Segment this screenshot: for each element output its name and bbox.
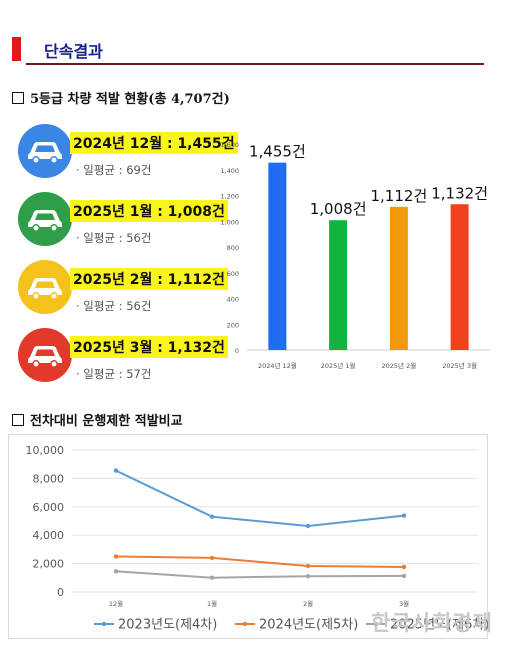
bullet: · — [76, 231, 80, 245]
month-count-label: 2025년 2월 : 1,112건 — [70, 268, 228, 290]
y-tick-label: 400 — [227, 296, 239, 304]
y-tick-label: 6,000 — [33, 501, 65, 514]
daily-average-label: · 일평균 : 69건 — [76, 162, 151, 178]
month-row: 2024년 12월 : 1,455건 · 일평균 : 69건 — [18, 124, 238, 186]
y-tick-label: 200 — [227, 321, 239, 329]
x-tick-label: 2025년 3월 — [442, 361, 477, 370]
data-point — [209, 575, 215, 580]
bar-data-label: 1,455건 — [249, 143, 306, 161]
x-tick-label: 2025년 2월 — [382, 361, 417, 370]
bar-data-label: 1,112건 — [371, 187, 428, 205]
bar — [389, 206, 408, 350]
legend-label: 2023년도(제4차) — [118, 618, 217, 633]
data-point — [401, 573, 407, 579]
legend-marker — [101, 621, 107, 627]
section-heading-violations: 5등급 차량 적발 현황(총 4,707건) — [12, 88, 230, 107]
car-icon — [18, 124, 72, 178]
bullet: · — [76, 367, 80, 381]
car-icon — [18, 328, 72, 382]
bullet: · — [76, 299, 80, 313]
daily-average-label: · 일평균 : 56건 — [76, 230, 151, 246]
month-row: 2025년 3월 : 1,132건 · 일평균 : 57건 — [18, 328, 228, 390]
daily-average-label: · 일평균 : 56건 — [76, 298, 151, 314]
data-point — [305, 574, 311, 579]
page-title: 단속결과 — [44, 42, 103, 61]
monthly-violations-bar-chart: 0 200 400 600 800 1,000 1,200 1,400 1,600 1,455건 2… — [220, 141, 490, 370]
data-point — [305, 563, 311, 569]
bar — [268, 162, 287, 350]
section-heading-text: 전차대비 운행제한 적발비교 — [30, 414, 183, 429]
y-tick-label: 1,200 — [220, 193, 239, 201]
daily-average-label: · 일평균 : 57건 — [76, 366, 151, 382]
legend-marker — [242, 621, 248, 627]
bar-data-label: 1,132건 — [431, 184, 488, 202]
data-point — [113, 468, 119, 473]
legend-label: 2024년도(제5차) — [259, 618, 358, 633]
series-line — [115, 469, 405, 528]
checkbox-square-icon — [12, 92, 24, 104]
daily-average-text: 일평균 : 69건 — [79, 163, 152, 177]
y-tick-label: 8,000 — [33, 472, 65, 485]
x-tick-label: 12월 — [109, 599, 123, 608]
y-tick-label: 0 — [57, 586, 64, 599]
y-tick-label: 10,000 — [26, 444, 65, 457]
data-point — [401, 564, 407, 570]
x-tick-label: 2월 — [303, 599, 313, 608]
y-tick-label: 1,400 — [220, 167, 239, 175]
month-row: 2025년 1월 : 1,008건 · 일평균 : 56건 — [18, 192, 228, 254]
bar — [329, 220, 348, 350]
x-tick-label: 2025년 1월 — [321, 361, 356, 370]
checkbox-square-icon — [12, 414, 24, 426]
data-point — [113, 554, 119, 559]
bar-data-label: 1,008건 — [310, 200, 367, 218]
car-icon — [18, 192, 72, 246]
chart-frame — [8, 434, 488, 639]
legend-label: 2025년도(제6차) — [390, 618, 488, 633]
daily-average-text: 일평균 : 57건 — [79, 367, 152, 381]
x-tick-label: 3월 — [399, 599, 409, 608]
y-tick-label: 1,000 — [220, 218, 239, 226]
year-comparison-line-chart: 0 2,000 4,000 6,000 8,000 10,000 12월 1월 2월 3월 2023… — [8, 434, 488, 639]
data-point — [209, 514, 215, 519]
bullet: · — [76, 163, 80, 177]
section-heading-text: 5등급 차량 적발 현황(총 4,707건) — [30, 92, 230, 107]
month-count-label: 2025년 1월 : 1,008건 — [70, 200, 228, 222]
series-line — [115, 570, 405, 579]
y-tick-label: 2,000 — [33, 558, 65, 571]
y-tick-label: 1,600 — [220, 141, 239, 149]
header-underline — [26, 63, 484, 65]
section-heading-comparison: 전차대비 운행제한 적발비교 — [12, 410, 183, 429]
y-tick-label: 4,000 — [33, 529, 65, 542]
y-tick-label: 800 — [227, 244, 239, 252]
data-point — [401, 513, 407, 518]
header-accent-bar — [12, 37, 21, 61]
car-icon — [18, 260, 72, 314]
data-point — [113, 569, 119, 574]
series-line — [115, 555, 405, 568]
x-tick-label: 2024년 12월 — [258, 361, 297, 370]
data-point — [305, 523, 311, 529]
data-point — [209, 555, 215, 561]
legend-marker — [373, 621, 379, 627]
month-row: 2025년 2월 : 1,112건 · 일평균 : 56건 — [18, 260, 228, 322]
y-tick-label: 600 — [227, 270, 239, 278]
month-count-label: 2025년 3월 : 1,132건 — [70, 336, 228, 358]
daily-average-text: 일평균 : 56건 — [79, 231, 152, 245]
bar — [450, 204, 469, 350]
watermark-text: 한국사회경제 — [371, 611, 493, 635]
daily-average-text: 일평균 : 56건 — [79, 299, 152, 313]
month-count-label: 2024년 12월 : 1,455건 — [70, 132, 238, 154]
y-tick-label: 0 — [235, 347, 239, 355]
x-tick-label: 1월 — [207, 599, 217, 608]
